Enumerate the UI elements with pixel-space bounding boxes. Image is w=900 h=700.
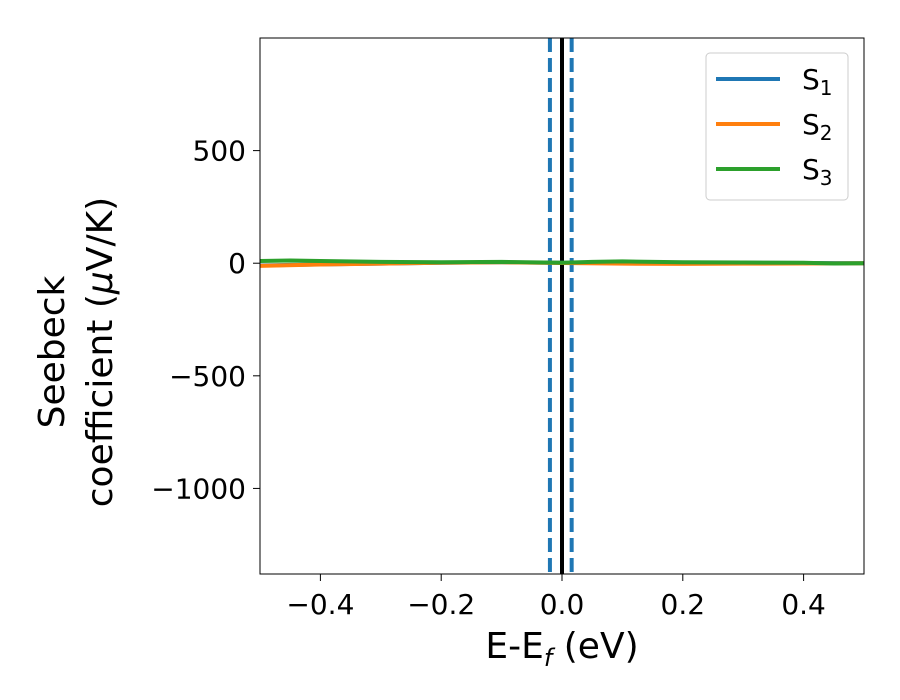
- legend-label-S2: S2: [802, 108, 833, 145]
- y-axis-title-mu: μ: [80, 271, 121, 295]
- y-axis-title-line2: coefficient (μV/K): [80, 197, 121, 507]
- y-tick-label: 500: [193, 135, 246, 168]
- x-axis-title-unit: (eV): [552, 626, 638, 667]
- y-tick-label: −1000: [151, 472, 246, 505]
- x-tick-label: −0.4: [286, 588, 354, 621]
- x-tick-label: 0.2: [661, 588, 706, 621]
- y-axis-ticks: 500 0 −500 −1000: [151, 135, 260, 505]
- x-axis-title-main: E-E: [485, 626, 543, 667]
- legend-box: [705, 52, 849, 201]
- legend-label-S1: S1: [802, 63, 833, 100]
- x-tick-label: −0.2: [407, 588, 475, 621]
- x-axis-ticks: −0.4 −0.2 0.0 0.2 0.4: [286, 574, 826, 621]
- y-tick-label: 0: [228, 247, 246, 280]
- y-tick-label: −500: [169, 360, 246, 393]
- series-line-S3: [260, 258, 864, 266]
- y-axis-title-line2-suffix: V/K): [80, 197, 121, 271]
- y-axis-title-line2-prefix: coefficient (: [80, 294, 121, 507]
- x-tick-label: 0.0: [540, 588, 585, 621]
- x-axis-title: E-Ef (eV): [485, 626, 638, 672]
- x-tick-label: 0.4: [781, 588, 826, 621]
- legend: S1 S2 S3: [705, 52, 849, 201]
- series-lines: [260, 258, 864, 268]
- reference-lines: [547, 38, 574, 574]
- y-axis-title-line1: Seebeck: [32, 275, 73, 428]
- legend-label-S3: S3: [802, 153, 833, 190]
